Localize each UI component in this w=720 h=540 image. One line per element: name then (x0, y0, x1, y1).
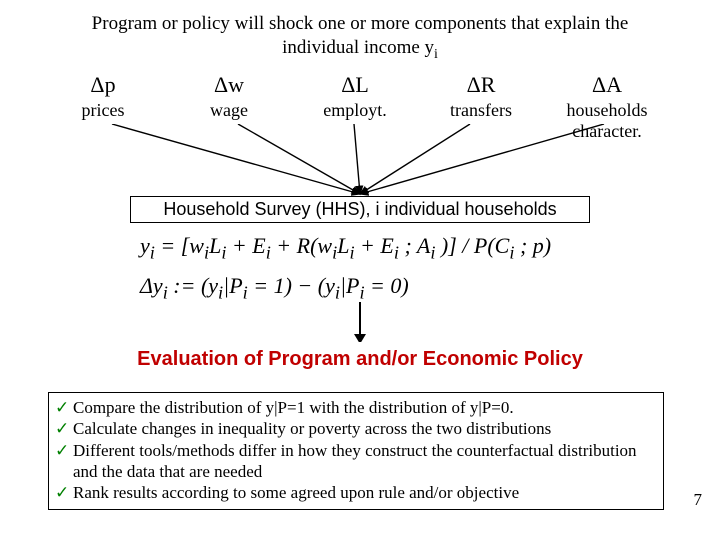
bullet-item: ✓ Compare the distribution of y|P=1 with… (55, 397, 655, 418)
formulas: yi = [wiLi + Ei + R(wiLi + Ei ; Ai )] / … (140, 228, 580, 307)
bullet-item: ✓ Rank results according to some agreed … (55, 482, 655, 503)
delta-label: ΔR (467, 72, 496, 98)
check-icon: ✓ (55, 440, 73, 461)
check-icon: ✓ (55, 418, 73, 439)
component-label: prices (82, 100, 125, 121)
delta-label: ΔL (341, 72, 369, 98)
component-label: households character. (567, 100, 648, 142)
bullet-item: ✓ Calculate changes in inequality or pov… (55, 418, 655, 439)
component-transfers: ΔR transfers (421, 72, 541, 142)
delta-label: Δw (214, 72, 244, 98)
slide-title: Program or policy will shock one or more… (0, 12, 720, 63)
component-prices: Δp prices (43, 72, 163, 142)
check-icon: ✓ (55, 397, 73, 418)
delta-label: Δp (90, 72, 115, 98)
bullets-box: ✓ Compare the distribution of y|P=1 with… (48, 392, 664, 510)
bullet-item: ✓ Different tools/methods differ in how … (55, 440, 655, 483)
component-label: employt. (323, 100, 387, 121)
components-row: Δp prices Δw wage ΔL employt. ΔR transfe… (0, 72, 720, 142)
component-label: transfers (450, 100, 512, 121)
page-number: 7 (694, 490, 703, 510)
title-subscript: i (434, 47, 438, 62)
component-label: wage (210, 100, 248, 121)
check-icon: ✓ (55, 482, 73, 503)
bullet-text: Calculate changes in inequality or pover… (73, 418, 551, 439)
arrow-down-icon (352, 302, 368, 342)
bullet-text: Compare the distribution of y|P=1 with t… (73, 397, 514, 418)
bullet-text: Different tools/methods differ in how th… (73, 440, 655, 483)
formula-1: yi = [wiLi + Ei + R(wiLi + Ei ; Ai )] / … (140, 228, 580, 268)
eval-title-text: Evaluation of Program and/or Economic Po… (137, 348, 583, 370)
hhs-text: Household Survey (HHS), i individual hou… (163, 199, 556, 219)
title-line-1: Program or policy will shock one or more… (92, 13, 629, 34)
bullet-text: Rank results according to some agreed up… (73, 482, 519, 503)
hhs-box: Household Survey (HHS), i individual hou… (130, 196, 590, 223)
component-wage: Δw wage (169, 72, 289, 142)
evaluation-title: Evaluation of Program and/or Economic Po… (0, 348, 720, 371)
title-line-2: individual income y (282, 37, 434, 58)
delta-label: ΔA (592, 72, 622, 98)
component-households: ΔA households character. (547, 72, 667, 142)
component-employt: ΔL employt. (295, 72, 415, 142)
